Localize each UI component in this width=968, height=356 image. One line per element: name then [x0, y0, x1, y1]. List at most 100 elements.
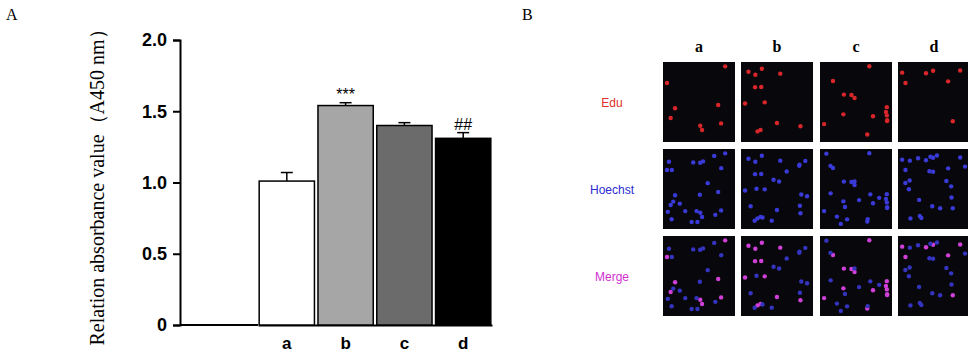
nucleus [723, 64, 727, 68]
micrograph-bg [898, 236, 968, 316]
nucleus [753, 259, 757, 263]
y-axis-title: Relation absorbance value（A450 nm） [86, 19, 108, 345]
nucleus [743, 275, 747, 279]
nucleus [907, 187, 911, 191]
nucleus [665, 81, 669, 85]
nucleus [752, 219, 756, 223]
nucleus [799, 192, 803, 196]
micrograph-bg [663, 236, 735, 316]
nucleus [916, 156, 920, 160]
nucleus [778, 245, 782, 249]
nucleus [824, 151, 828, 155]
nucleus [770, 218, 774, 222]
nucleus [944, 179, 948, 183]
nucleus [775, 121, 779, 125]
nucleus [877, 283, 881, 287]
y-tick-label: 0.5 [142, 244, 167, 264]
nucleus [775, 295, 779, 299]
nucleus [930, 204, 934, 208]
micrograph-bg [663, 149, 735, 229]
nucleus [916, 243, 920, 247]
nucleus [852, 179, 856, 183]
nucleus [931, 169, 935, 173]
nucleus [900, 244, 904, 248]
nucleus [778, 71, 782, 75]
nucleus [822, 209, 826, 213]
nucleus [871, 288, 875, 292]
nucleus [798, 124, 802, 128]
bar [377, 126, 432, 326]
nucleus [884, 284, 888, 288]
nucleus [712, 241, 716, 245]
micrograph [741, 236, 813, 316]
nucleus [719, 295, 723, 299]
nucleus [951, 119, 955, 123]
nucleus [928, 241, 932, 245]
nucleus [753, 72, 757, 76]
nucleus [924, 245, 928, 249]
nucleus [949, 184, 953, 188]
nucleus [683, 209, 687, 213]
nucleus [683, 296, 687, 300]
micrograph [663, 149, 735, 229]
nucleus [828, 164, 832, 168]
nucleus [695, 220, 699, 224]
micrograph [663, 62, 735, 142]
micrograph-bg [898, 149, 968, 229]
nucleus [935, 153, 939, 157]
nucleus [760, 67, 764, 71]
nucleus [698, 280, 702, 284]
nucleus [841, 199, 845, 203]
y-axis-line [173, 41, 181, 326]
micrograph-bg [820, 62, 892, 142]
nucleus [777, 266, 781, 270]
nucleus [917, 198, 921, 202]
nucleus [885, 105, 889, 109]
nucleus [803, 159, 807, 163]
nucleus [946, 253, 950, 257]
x-tick-label: d [458, 334, 468, 353]
significance-label: *** [336, 86, 355, 103]
nucleus [907, 274, 911, 278]
nucleus [798, 298, 802, 302]
nucleus [900, 70, 904, 74]
nucleus [949, 195, 953, 199]
nucleus [719, 208, 723, 212]
nucleus [885, 293, 889, 297]
nucleus [907, 178, 911, 182]
nucleus [753, 85, 757, 89]
nucleus [949, 282, 953, 286]
nucleus [841, 286, 845, 290]
panel-label: B [522, 6, 533, 23]
y-tick-label: 2.0 [142, 30, 167, 50]
nucleus [871, 201, 875, 205]
nucleus [924, 71, 928, 75]
nucleus [700, 215, 704, 219]
nucleus [716, 190, 720, 194]
nucleus [673, 280, 677, 284]
nucleus [949, 271, 953, 275]
nucleus [884, 110, 888, 114]
nucleus [689, 220, 693, 224]
nucleus [885, 205, 889, 209]
row-label: Edu [601, 96, 622, 110]
nucleus [694, 296, 698, 300]
nucleus [865, 132, 869, 136]
nucleus [797, 162, 801, 166]
nucleus [805, 281, 809, 285]
nucleus [760, 241, 764, 245]
nucleus [885, 206, 889, 210]
y-tick: 1.0 [142, 173, 180, 193]
nucleus [824, 238, 828, 242]
y-axis: 00.51.01.52.0 [142, 30, 181, 335]
nucleus [885, 119, 889, 123]
nucleus [828, 251, 832, 255]
nucleus [746, 244, 750, 248]
column-label: b [773, 38, 782, 55]
nucleus [691, 247, 695, 251]
nucleus [671, 199, 675, 203]
y-tick-label: 1.0 [142, 173, 167, 193]
micrograph-bg [820, 149, 892, 229]
nucleus [963, 251, 967, 255]
nucleus [842, 92, 846, 96]
